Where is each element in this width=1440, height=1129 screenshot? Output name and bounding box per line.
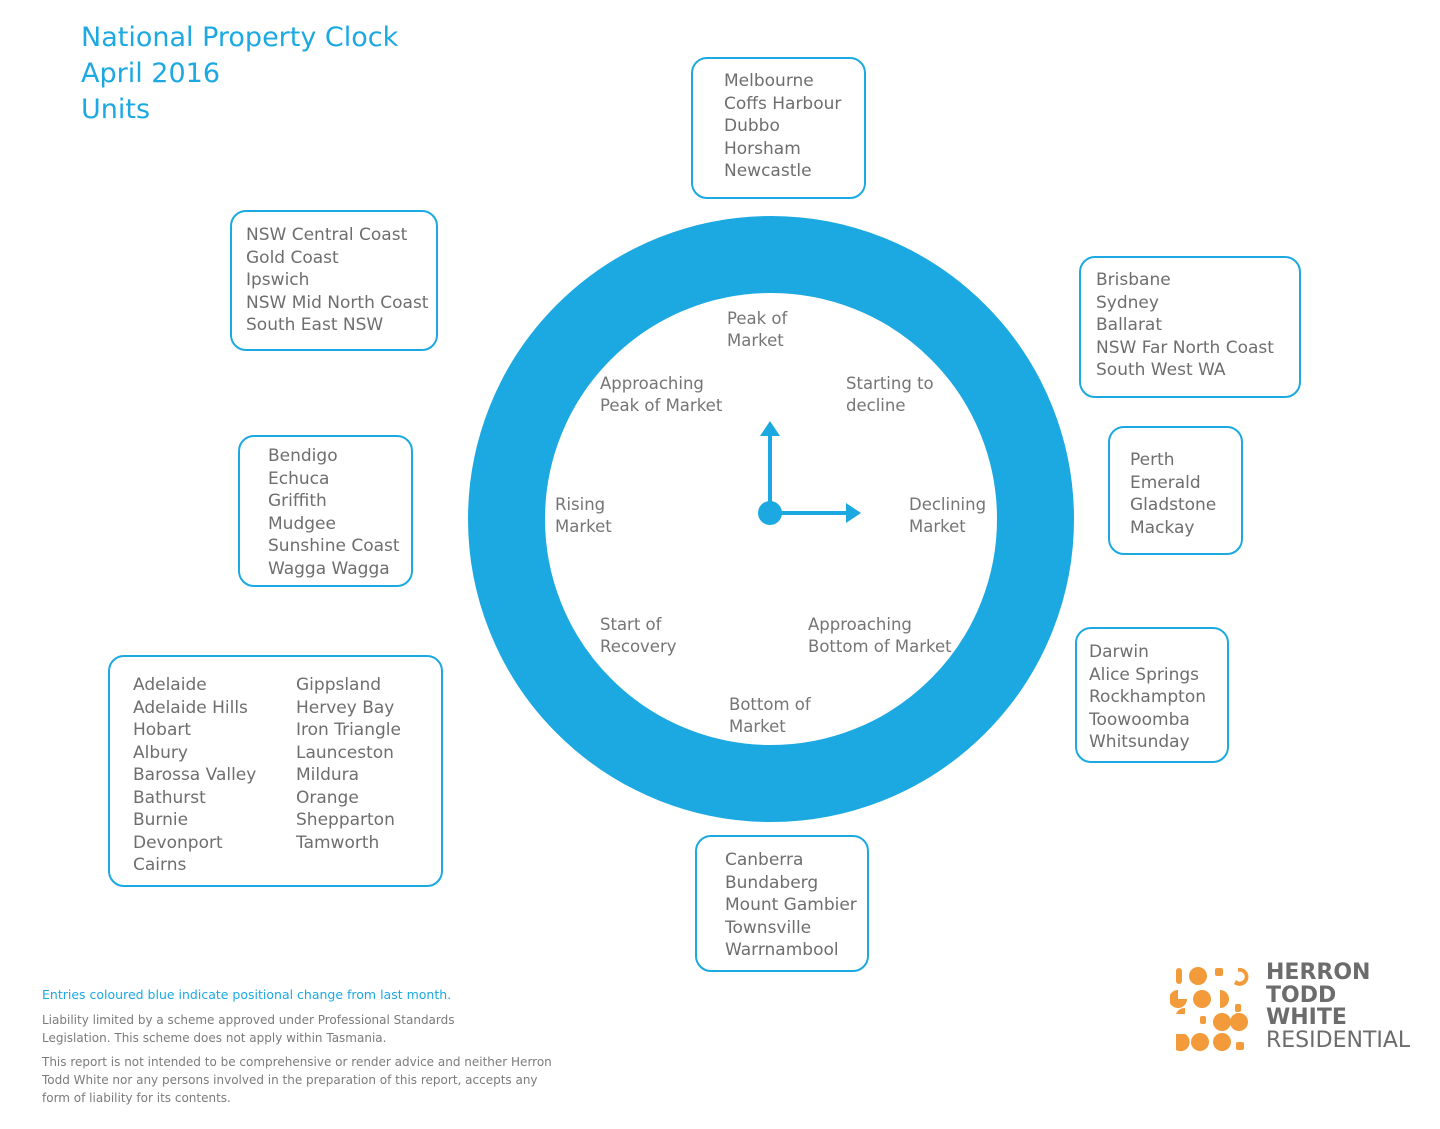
list-item: Whitsunday	[1089, 732, 1190, 752]
list-item: Bendigo	[268, 446, 338, 466]
box-approaching-bottom: Darwin Alice Springs Rockhampton Toowoom…	[1075, 627, 1229, 763]
phase-approaching-peak: Approaching Peak of Market	[600, 374, 723, 415]
list-item: Orange	[296, 787, 359, 808]
list-item: Iron Triangle	[296, 720, 401, 740]
disclaimer-note: This report is not intended to be compre…	[42, 1055, 552, 1105]
phase-starting-to-decline: Starting to decline	[846, 374, 934, 415]
phase-rising-market: Rising Market	[555, 495, 612, 536]
box-rising-market: Bendigo Echuca Griffith Mudgee Sunshine …	[238, 435, 413, 587]
list-item: Darwin	[1089, 642, 1149, 662]
list-item: Brisbane	[1096, 270, 1171, 290]
list-item: Sydney	[1096, 292, 1159, 313]
list-item: Alice Springs	[1089, 664, 1200, 685]
list-item: Gladstone	[1130, 495, 1217, 515]
title-line-1: National Property Clock	[81, 22, 399, 53]
list-item: NSW Far North Coast	[1096, 337, 1274, 358]
phase-declining-market: Declining Market	[909, 495, 987, 536]
list-item: Toowoomba	[1089, 709, 1190, 730]
list-item: Adelaide Hills	[133, 697, 248, 718]
list-item: South East NSW	[246, 315, 384, 335]
box-peak-of-market: Melbourne Coffs Harbour Dubbo Horsham Ne…	[691, 57, 866, 199]
list-item: Launceston	[296, 742, 394, 763]
page-title: National Property Clock April 2016 Units	[81, 20, 398, 128]
list-item: Burnie	[133, 810, 189, 830]
list-item: Rockhampton	[1089, 687, 1207, 707]
brand-line-4: RESIDENTIAL	[1266, 1027, 1411, 1053]
phase-peak-of-market: Peak of Market	[727, 309, 788, 350]
brand-name: HERRON TODD WHITE RESIDENTIAL	[1266, 960, 1411, 1053]
list-item: Perth	[1130, 450, 1175, 470]
box-declining-market: Perth Emerald Gladstone Mackay	[1108, 426, 1243, 555]
liability-note: Liability limited by a scheme approved u…	[42, 1013, 455, 1045]
list-item: Gold Coast	[246, 247, 339, 268]
phase-start-of-recovery: Start of Recovery	[600, 615, 677, 656]
brand-line-1: HERRON	[1266, 960, 1371, 985]
list-item: Tamworth	[296, 832, 380, 853]
list-item: Horsham	[724, 138, 801, 159]
list-item: Gippsland	[296, 675, 382, 695]
list-item: Hobart	[133, 720, 192, 740]
box-start-of-recovery: Adelaide Adelaide Hills Hobart Albury Ba…	[108, 655, 443, 887]
list-item: Melbourne	[724, 71, 814, 91]
list-item: Albury	[133, 742, 188, 763]
phase-approaching-bottom: Approaching Bottom of Market	[808, 615, 952, 656]
list-item: Ipswich	[246, 270, 310, 290]
box-starting-to-decline: Brisbane Sydney Ballarat NSW Far North C…	[1079, 256, 1301, 398]
list-item: Barossa Valley	[133, 765, 257, 785]
list-item: Dubbo	[724, 116, 780, 136]
list-item: Warrnambool	[725, 940, 839, 960]
list-item: Cairns	[133, 855, 187, 875]
herron-todd-white-logo-icon	[1170, 967, 1249, 1052]
list-item: Wagga Wagga	[268, 558, 390, 579]
list-item: Coffs Harbour	[724, 93, 842, 114]
recovery-column-1: Adelaide Adelaide Hills Hobart Albury Ba…	[133, 674, 256, 877]
list-item: Griffith	[268, 491, 327, 511]
list-item: Shepparton	[296, 810, 395, 830]
list-item: Mudgee	[268, 513, 336, 534]
box-bottom-of-market: Canberra Bundaberg Mount Gambier Townsvi…	[695, 835, 869, 972]
list-item: Newcastle	[724, 161, 812, 181]
list-item: Mount Gambier	[725, 895, 857, 915]
positional-change-note: Entries coloured blue indicate positiona…	[42, 987, 452, 1002]
list-item: Ballarat	[1096, 315, 1163, 335]
list-item: Hervey Bay	[296, 697, 395, 718]
list-item: Townsville	[725, 917, 812, 938]
list-item: Adelaide	[133, 675, 207, 695]
recovery-column-2: Gippsland Hervey Bay Iron Triangle Launc…	[296, 674, 401, 854]
list-item: Canberra	[725, 850, 804, 870]
brand-line-3: WHITE	[1266, 1005, 1347, 1030]
list-item: Mildura	[296, 765, 360, 785]
phase-bottom-of-market: Bottom of Market	[729, 695, 811, 736]
brand-line-2: TODD	[1266, 982, 1337, 1008]
list-item: NSW Central Coast	[246, 225, 408, 245]
list-item: Emerald	[1130, 472, 1201, 493]
list-item: Echuca	[268, 468, 330, 489]
list-item: Mackay	[1130, 517, 1195, 538]
title-line-2: April 2016	[81, 58, 221, 89]
box-approaching-peak: NSW Central Coast Gold Coast Ipswich NSW…	[230, 210, 438, 351]
list-item: Sunshine Coast	[268, 536, 400, 556]
title-line-3: Units	[81, 94, 151, 125]
list-item: Bundaberg	[725, 872, 819, 893]
list-item: Bathurst	[133, 787, 206, 808]
list-item: Devonport	[133, 832, 223, 853]
list-item: NSW Mid North Coast	[246, 292, 429, 313]
list-item: South West WA	[1096, 360, 1226, 380]
